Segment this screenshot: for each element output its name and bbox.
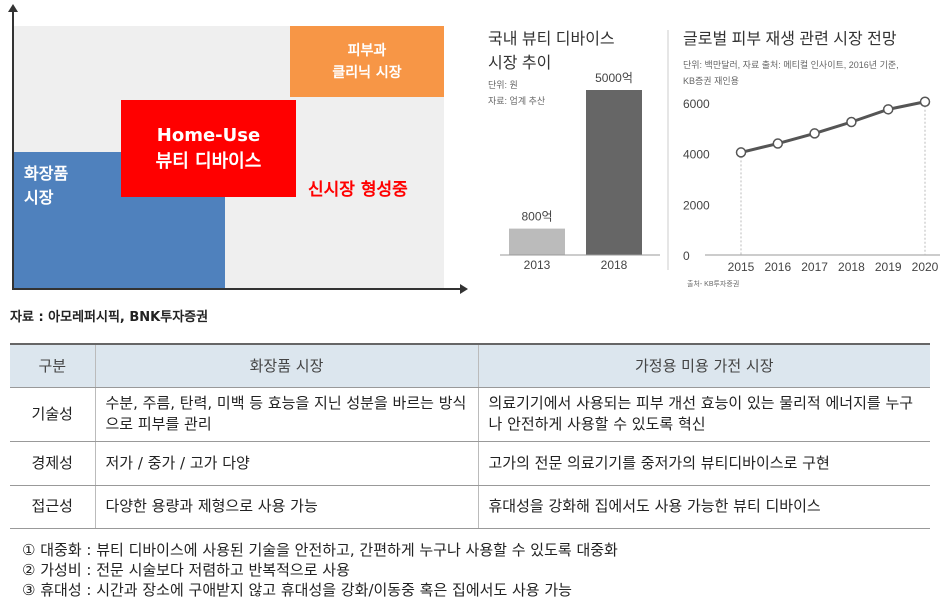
table-row: 경제성 저가 / 중가 / 고가 다양 고가의 전문 의료기기를 중저가의 뷰티디바…	[10, 441, 930, 486]
clinic-market-box: 피부과 클리닉 시장	[290, 26, 444, 97]
y-axis	[12, 10, 14, 290]
data-point	[846, 116, 857, 128]
bar-data-label: 800억	[521, 210, 552, 224]
data-point	[735, 147, 747, 158]
line-x-tick-label: 2017	[801, 260, 828, 274]
line-chart-subtitle: 단위: 백만달러, 자료 출처: 메티컬 인사이트, 2016년 기준,	[683, 59, 899, 70]
line-chart-title: 글로벌 피부 재생 관련 시장 전망	[683, 30, 897, 48]
bar-chart-title: 국내 뷰티 디바이스	[488, 30, 615, 48]
bar-x-tick-label: 2018	[601, 258, 628, 272]
y-arrow-icon	[8, 4, 18, 12]
line-y-tick-label: 6000	[683, 97, 710, 111]
table-header-row: 구분 화장품 시장 가정용 미용 가전 시장	[10, 344, 930, 388]
series-line	[740, 100, 926, 154]
line-x-tick-label: 2016	[764, 260, 791, 274]
row-label: 기술성	[10, 387, 95, 442]
cell: 휴대성을 강화해 집에서도 사용 가능한 뷰티 디바이스	[477, 485, 930, 529]
new-market-label: 신시장 형성중	[308, 180, 408, 200]
row-label: 경제성	[10, 441, 95, 486]
note-item: ① 대중화 : 뷰티 디바이스에 사용된 기술을 안전하고, 간편하게 누구나 …	[22, 541, 618, 559]
bar-chart-unit: 단위: 원	[488, 80, 518, 90]
line-chart-source: 출처- KB투자증권	[687, 279, 739, 288]
home-use-device-box: Home-Use 뷰티 디바이스	[121, 100, 296, 197]
line-y-tick-label: 2000	[683, 198, 710, 212]
line-x-tick-label: 2020	[912, 260, 939, 274]
header-cosmetics: 화장품 시장	[94, 344, 478, 388]
cell: 의료기기에서 사용되는 피부 개선 효능이 있는 물리적 에너지를 누구나 안전…	[477, 387, 930, 442]
notes-list: ① 대중화 : 뷰티 디바이스에 사용된 기술을 안전하고, 간편하게 누구나 …	[22, 540, 618, 600]
bar-data-label: 5000억	[595, 71, 633, 85]
data-point	[772, 138, 784, 149]
cell: 수분, 주름, 탄력, 미백 등 효능을 지닌 성분을 바르는 방식으로 피부를…	[94, 387, 478, 442]
header-home-device: 가정용 미용 가전 시장	[477, 344, 930, 388]
bar-chart-source: 자료: 업계 추산	[488, 95, 545, 106]
comparison-table: 구분 화장품 시장 가정용 미용 가전 시장 기술성 수분, 주름, 탄력, 미백…	[10, 343, 930, 529]
line-x-tick-label: 2019	[875, 260, 902, 274]
data-point	[882, 104, 894, 115]
cell: 고가의 전문 의료기기를 중저가의 뷰티디바이스로 구현	[477, 441, 930, 486]
x-arrow-icon	[460, 284, 468, 294]
note-item: ③ 휴대성 : 시간과 장소에 구애받지 않고 휴대성을 강화/이동중 혹은 집…	[22, 581, 572, 599]
table-row: 접근성 다양한 용량과 제형으로 사용 가능 휴대성을 강화해 집에서도 사용 가능…	[10, 485, 930, 529]
row-label: 접근성	[10, 485, 95, 529]
x-axis	[12, 288, 462, 290]
line-x-tick-label: 2015	[728, 260, 755, 274]
data-point	[919, 96, 931, 107]
bar	[586, 90, 642, 255]
line-y-tick-label: 4000	[683, 148, 710, 162]
cell: 다양한 용량과 제형으로 사용 가능	[94, 485, 478, 529]
diagram-source: 자료 : 아모레퍼시픽, BNK투자증권	[10, 310, 209, 325]
bar	[509, 228, 565, 255]
header-category: 구분	[10, 344, 95, 388]
data-point	[809, 128, 820, 139]
line-x-tick-label: 2018	[838, 260, 865, 274]
bar-x-tick-label: 2013	[524, 258, 551, 272]
note-item: ② 가성비 : 전문 시술보다 저렴하고 반복적으로 사용	[22, 561, 350, 579]
bar-chart-title: 시장 추이	[488, 54, 551, 72]
line-chart-subtitle: KB증권 재인용	[683, 75, 739, 86]
table-row: 기술성 수분, 주름, 탄력, 미백 등 효능을 지닌 성분을 바르는 방식으로 …	[10, 387, 930, 442]
line-y-tick-label: 0	[683, 249, 690, 263]
cell: 저가 / 중가 / 고가 다양	[94, 441, 478, 486]
